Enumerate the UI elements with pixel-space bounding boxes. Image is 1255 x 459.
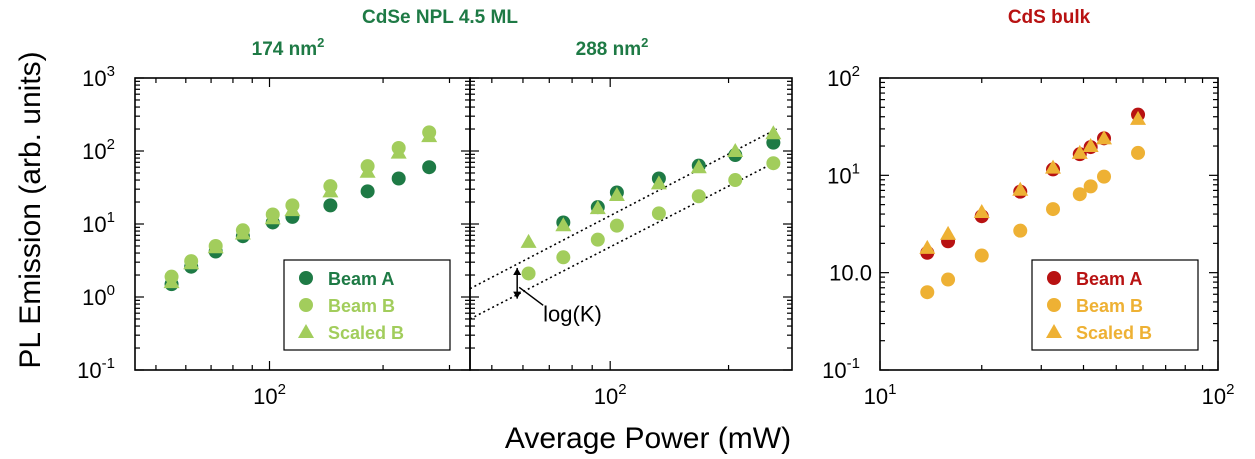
legend-label: Beam B: [328, 296, 395, 316]
y-tick-label: 10.0: [829, 261, 872, 286]
marker-beam-b: [651, 206, 666, 221]
marker-beam-b: [691, 189, 706, 204]
marker-scaled-b: [727, 143, 744, 157]
legend-marker: [298, 324, 314, 338]
marker-scaled-b: [359, 163, 376, 178]
plot-frame: [879, 77, 1219, 371]
legend-label: Beam B: [1076, 296, 1143, 316]
marker-scaled-b: [1096, 130, 1113, 145]
y-axis-label: PL Emission (arb. units): [14, 51, 47, 368]
marker-scaled-b: [207, 239, 224, 254]
marker-beam-b: [974, 248, 989, 263]
marker-beam-b: [1097, 169, 1112, 184]
legend-marker: [1046, 324, 1062, 338]
marker-beam-b: [609, 218, 624, 233]
marker-beam-b: [1013, 223, 1028, 238]
y-tick-label: 10-1: [77, 355, 115, 383]
marker-scaled-b: [322, 183, 339, 198]
marker-scaled-b: [555, 217, 572, 232]
k-arrow-head: [513, 291, 522, 299]
legend-label: Scaled B: [1076, 323, 1152, 343]
k-leader: [518, 286, 544, 306]
marker-scaled-b: [234, 225, 251, 240]
marker-beam-b: [1046, 202, 1061, 217]
legend-marker: [1047, 298, 1061, 312]
marker-beam-b: [1072, 187, 1087, 202]
plot-frame: [469, 77, 793, 371]
x-axis-label: Average Power (mW): [505, 422, 791, 455]
y-tick-label: 102: [827, 63, 860, 91]
legend-label: Beam A: [328, 269, 394, 289]
marker-beam-b: [920, 285, 935, 300]
marker-beam-b: [941, 272, 956, 287]
marker-beam-a: [360, 184, 375, 199]
marker-scaled-b: [1012, 181, 1029, 196]
marker-scaled-b: [690, 159, 707, 174]
x-tick-label: 102: [594, 381, 627, 409]
marker-scaled-b: [520, 233, 537, 248]
marker-scaled-b: [284, 202, 301, 217]
marker-beam-a: [323, 198, 338, 213]
k-annotation: log(K): [543, 301, 602, 326]
marker-scaled-b: [264, 210, 281, 225]
marker-scaled-b: [1082, 138, 1099, 153]
marker-scaled-b: [390, 144, 407, 159]
marker-beam-a: [422, 160, 437, 175]
legend-marker: [299, 271, 313, 285]
panel-2: 102 log(K): [469, 77, 793, 409]
marker-scaled-b: [765, 125, 782, 140]
marker-beam-a: [391, 171, 406, 186]
marker-beam-b: [1083, 179, 1098, 194]
marker-scaled-b: [183, 255, 200, 270]
marker-beam-b: [590, 232, 605, 247]
x-tick-label: 102: [253, 381, 286, 409]
marker-scaled-b: [589, 200, 606, 215]
x-tick-label: 101: [864, 381, 897, 409]
legend-marker: [299, 298, 313, 312]
y-tick-label: 100: [82, 282, 115, 310]
y-tick-label: 10-1: [822, 355, 860, 383]
marker-scaled-b: [919, 239, 936, 254]
marker-beam-b: [521, 266, 536, 281]
marker-scaled-b: [421, 128, 438, 143]
y-tick-label: 101: [82, 209, 115, 237]
legend-marker: [1047, 271, 1061, 285]
marker-scaled-b: [940, 225, 957, 240]
x-tick-label: 102: [1202, 381, 1235, 409]
marker-beam-b: [728, 173, 743, 188]
y-tick-label: 102: [82, 136, 115, 164]
marker-scaled-b: [650, 175, 667, 190]
panel-1: 102 10-1 100 101 102 103 Beam A Beam B Scaled B: [77, 63, 471, 409]
marker-scaled-b: [973, 204, 990, 219]
y-tick-label: 101: [827, 160, 860, 188]
marker-beam-b: [1131, 145, 1146, 160]
marker-scaled-b: [1045, 159, 1062, 174]
panel-2-title: 288 nm2: [576, 35, 649, 60]
marker-scaled-b: [163, 274, 180, 289]
marker-scaled-b: [608, 186, 625, 201]
marker-scaled-b: [1130, 110, 1147, 125]
k-arrow-head: [513, 267, 522, 275]
marker-scaled-b: [1071, 144, 1088, 159]
legend-label: Beam A: [1076, 269, 1142, 289]
y-tick-label: 103: [82, 63, 115, 91]
marker-beam-b: [556, 250, 571, 265]
panel-1-title: 174 nm2: [252, 35, 325, 60]
marker-beam-b: [766, 156, 781, 171]
panel-3-title: CdS bulk: [1008, 7, 1091, 28]
group-title: CdSe NPL 4.5 ML: [362, 7, 518, 28]
legend-label: Scaled B: [328, 323, 404, 343]
panel-3: 101 102 10-1 10.0 101 102 Beam A Beam B Scaled B: [822, 63, 1234, 409]
